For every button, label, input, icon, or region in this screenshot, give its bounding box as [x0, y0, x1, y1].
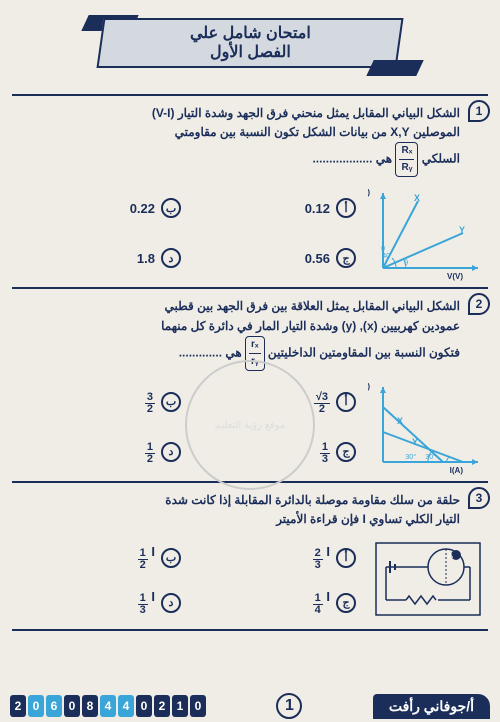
phone-digit: 2 — [154, 695, 170, 717]
phone-digit: 0 — [64, 695, 80, 717]
option[interactable]: أ 0.12 — [187, 183, 362, 233]
options: أ √32 ب 32 ج 13 د 12 — [12, 377, 362, 477]
question-number: 1 — [468, 100, 490, 122]
svg-text:θ: θ — [404, 260, 408, 267]
option[interactable]: ج 0.56 — [187, 233, 362, 283]
question-text: الشكل البياني المقابل يمثل العلاقة بين ف… — [12, 295, 488, 372]
question-text: الشكل البياني المقابل يمثل منحني فرق الج… — [12, 102, 488, 179]
phone-digit: 4 — [100, 695, 116, 717]
question-text: حلقة من سلك مقاومة موصلة بالدائرة المقاب… — [12, 489, 488, 531]
option-bubble: ب — [161, 548, 181, 568]
phone-digit: 1 — [172, 695, 188, 717]
question-body: أ 0.12 ب 0.22 ج 0.56 د 1.8 X Y 40 θ θ I(A) V(V) — [12, 183, 488, 283]
question-number: 3 — [468, 487, 490, 509]
option[interactable]: ج 14 I — [187, 580, 362, 625]
option[interactable]: أ 23 I — [187, 535, 362, 580]
option-value: 12 I — [138, 544, 155, 571]
phone-digit: 8 — [82, 695, 98, 717]
option-value: 0.22 — [130, 201, 155, 216]
phone-digit: 2 — [10, 695, 26, 717]
option[interactable]: د 13 I — [12, 580, 187, 625]
option-bubble: ج — [336, 248, 356, 268]
phone-digit: 0 — [136, 695, 152, 717]
svg-text:θ: θ — [381, 246, 385, 253]
svg-text:X: X — [397, 416, 403, 426]
graph: X Y 30° 30° V(V) I(A) — [368, 377, 488, 477]
option[interactable]: ب 0.22 — [12, 183, 187, 233]
phone-digit: 0 — [28, 695, 44, 717]
phone-digit: 0 — [190, 695, 206, 717]
svg-text:Y: Y — [412, 437, 418, 447]
option-bubble: أ — [336, 198, 356, 218]
question-2: 2الشكل البياني المقابل يمثل العلاقة بين … — [12, 295, 488, 482]
title-banner: امتحان شامل علي الفصل الأول — [96, 18, 403, 68]
option[interactable]: ب 32 — [12, 377, 187, 427]
teacher-name: أ/جوفاني رأفت — [373, 694, 490, 719]
option-value: 1.8 — [137, 251, 155, 266]
phone-digit: 4 — [118, 695, 134, 717]
option-bubble: أ — [336, 392, 356, 412]
option-bubble: ج — [336, 442, 356, 462]
svg-text:V(V): V(V) — [447, 272, 463, 281]
header: امتحان شامل علي الفصل الأول — [0, 0, 500, 90]
option-bubble: أ — [336, 548, 356, 568]
svg-text:Y: Y — [459, 225, 465, 235]
graph: A — [368, 535, 488, 625]
question-body: أ √32 ب 32 ج 13 د 12 X Y 30° 30° V(V) I(A) — [12, 377, 488, 477]
question-1: 1الشكل البياني المقابل يمثل منحني فرق ال… — [12, 102, 488, 289]
option-bubble: ب — [161, 392, 181, 412]
option-value: 14 I — [313, 589, 330, 616]
phone-digit: 6 — [46, 695, 62, 717]
option-value: 0.56 — [305, 251, 330, 266]
questions-container: 1الشكل البياني المقابل يمثل منحني فرق ال… — [0, 102, 500, 631]
option-value: 12 — [145, 438, 155, 465]
option-value: 13 — [320, 438, 330, 465]
svg-text:A: A — [448, 553, 453, 560]
question-body: أ 23 I ب 12 I ج 14 I د 13 I A — [12, 535, 488, 625]
page-number: 1 — [276, 693, 302, 719]
svg-text:30°: 30° — [405, 453, 416, 461]
graph: X Y 40 θ θ I(A) V(V) — [368, 183, 488, 283]
option-bubble: د — [161, 593, 181, 613]
options: أ 0.12 ب 0.22 ج 0.56 د 1.8 — [12, 183, 362, 283]
option-value: √32 — [314, 388, 330, 415]
option-value: 32 — [145, 388, 155, 415]
option[interactable]: ج 13 — [187, 427, 362, 477]
svg-text:I(A): I(A) — [368, 188, 370, 197]
title-line2: الفصل الأول — [190, 43, 311, 62]
option-bubble: ب — [161, 198, 181, 218]
svg-text:X: X — [414, 193, 420, 203]
option-bubble: د — [161, 248, 181, 268]
svg-text:I(A): I(A) — [450, 466, 464, 475]
option[interactable]: ب 12 I — [12, 535, 187, 580]
header-accent — [366, 60, 423, 76]
question-3: 3حلقة من سلك مقاومة موصلة بالدائرة المقا… — [12, 489, 488, 631]
title-line1: امتحان شامل علي — [190, 24, 311, 43]
phone-number: 01204480602 — [10, 695, 206, 717]
option-value: 13 I — [138, 589, 155, 616]
option-bubble: ج — [336, 593, 356, 613]
divider — [12, 94, 488, 96]
option-bubble: د — [161, 442, 181, 462]
option[interactable]: أ √32 — [187, 377, 362, 427]
option-value: 0.12 — [305, 201, 330, 216]
svg-text:V(V): V(V) — [368, 382, 370, 391]
option[interactable]: د 12 — [12, 427, 187, 477]
footer: أ/جوفاني رأفت 1 01204480602 — [0, 690, 500, 722]
svg-text:30°: 30° — [425, 453, 436, 461]
options: أ 23 I ب 12 I ج 14 I د 13 I — [12, 535, 362, 625]
option[interactable]: د 1.8 — [12, 233, 187, 283]
option-value: 23 I — [313, 544, 330, 571]
svg-text:40: 40 — [382, 253, 390, 260]
